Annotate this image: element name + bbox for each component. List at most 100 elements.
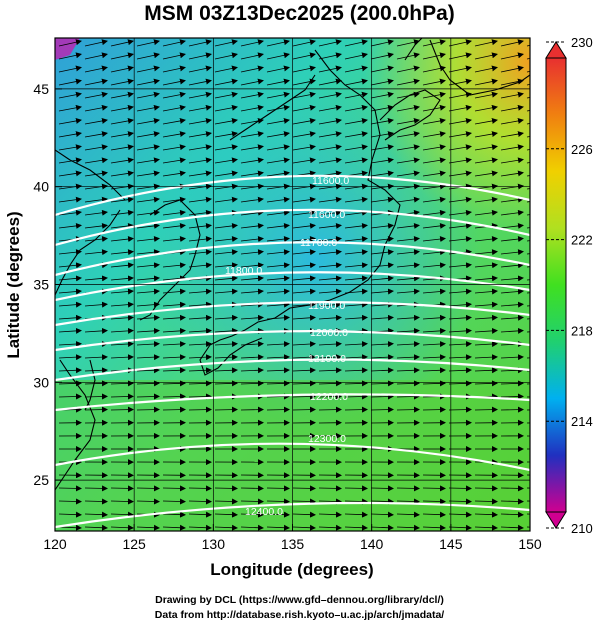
wind-arrow	[162, 262, 186, 269]
wind-arrow	[292, 498, 316, 505]
wind-arrow	[396, 157, 420, 164]
wind-arrow	[136, 157, 160, 164]
wind-arrow	[58, 91, 82, 99]
wind-arrow	[344, 157, 368, 164]
wind-arrow	[422, 131, 446, 138]
wind-arrow	[84, 104, 108, 112]
wind-arrow	[136, 236, 160, 243]
wind-arrow	[318, 314, 342, 321]
wind-arrow	[266, 157, 290, 164]
wind-arrow	[162, 78, 186, 86]
wind-arrow	[292, 354, 316, 361]
wind-arrow	[136, 301, 160, 308]
wind-arrow	[188, 393, 212, 400]
wind-arrow	[214, 498, 238, 505]
wind-arrow	[188, 314, 212, 321]
wind-arrow	[318, 104, 342, 112]
wind-arrow	[266, 39, 290, 47]
wind-arrow	[240, 39, 264, 47]
credit-data: Data from http://database.rish.kyoto–u.a…	[154, 609, 445, 621]
wind-arrow	[240, 91, 264, 99]
wind-arrow	[188, 209, 212, 216]
wind-arrow	[58, 117, 82, 125]
wind-arrow	[162, 117, 186, 125]
wind-arrow	[318, 52, 342, 60]
wind-arrow	[344, 78, 368, 86]
wind-arrow	[448, 52, 472, 60]
wind-arrow	[214, 131, 238, 138]
wind-arrow	[214, 65, 238, 73]
x-axis: 120 125 130 135 140 145 150	[43, 524, 542, 552]
x-tick-label: 140	[360, 536, 384, 552]
wind-arrow	[136, 275, 160, 282]
wind-arrow	[266, 131, 290, 138]
wind-arrow	[318, 91, 342, 99]
wind-arrow	[344, 262, 368, 269]
wind-arrow	[318, 196, 342, 203]
wind-arrow	[318, 380, 342, 387]
wind-arrow	[266, 222, 290, 229]
wind-arrow	[240, 262, 264, 269]
wind-arrow	[292, 393, 316, 400]
wind-arrow	[500, 288, 524, 295]
y-tick-label: 45	[33, 81, 49, 97]
wind-arrow	[162, 131, 186, 138]
wind-arrow	[214, 288, 238, 295]
wind-arrow	[110, 104, 134, 112]
wind-arrow	[214, 144, 238, 151]
wind-arrow	[110, 314, 134, 321]
wind-arrow	[318, 39, 342, 47]
contour-label: 11700.0	[300, 237, 337, 249]
wind-arrow	[188, 91, 212, 99]
wind-arrow	[58, 52, 82, 60]
wind-arrow	[136, 52, 160, 60]
wind-arrow	[162, 301, 186, 308]
wind-arrow	[344, 117, 368, 125]
wind-arrow	[448, 327, 472, 334]
wind-arrow	[136, 170, 160, 177]
wind-arrow	[344, 249, 368, 256]
wind-arrow	[110, 91, 134, 99]
wind-arrow	[422, 511, 446, 518]
wind-arrow	[188, 380, 212, 387]
wind-arrow	[448, 39, 472, 47]
wind-arrow	[448, 157, 472, 164]
wind-arrow	[188, 104, 212, 112]
wind-arrow	[110, 196, 134, 203]
wind-arrow	[266, 104, 290, 112]
wind-arrow	[500, 196, 524, 203]
wind-arrow	[240, 354, 264, 361]
y-tick-label: 25	[33, 472, 49, 488]
wind-arrow	[214, 91, 238, 99]
wind-arrow	[396, 144, 420, 151]
wind-arrow	[422, 196, 446, 203]
wind-arrow	[422, 249, 446, 256]
wind-arrow	[58, 301, 82, 308]
wind-arrow	[396, 367, 420, 374]
wind-arrow	[422, 39, 446, 47]
wind-arrow	[500, 222, 524, 229]
wind-arrow	[136, 65, 160, 73]
wind-arrow	[500, 209, 524, 216]
wind-arrow	[292, 117, 316, 125]
wind-arrow	[370, 91, 394, 99]
wind-arrow	[188, 511, 212, 518]
colorbar-tick-label: 210	[571, 521, 593, 536]
wind-arrow	[448, 170, 472, 177]
wind-arrow	[344, 104, 368, 112]
wind-arrow	[110, 380, 134, 387]
wind-arrow	[84, 380, 108, 387]
wind-arrow	[110, 170, 134, 177]
x-axis-label: Longitude (degrees)	[210, 560, 373, 579]
wind-arrow	[136, 249, 160, 256]
wind-arrow	[162, 393, 186, 400]
wind-arrow	[500, 301, 524, 308]
wind-arrow	[500, 157, 524, 164]
wind-arrow	[344, 367, 368, 374]
wind-arrow	[188, 498, 212, 505]
wind-arrow	[500, 393, 524, 400]
wind-arrow	[370, 393, 394, 400]
wind-arrow	[162, 104, 186, 112]
wind-arrow	[84, 354, 108, 361]
wind-arrow	[474, 52, 498, 60]
